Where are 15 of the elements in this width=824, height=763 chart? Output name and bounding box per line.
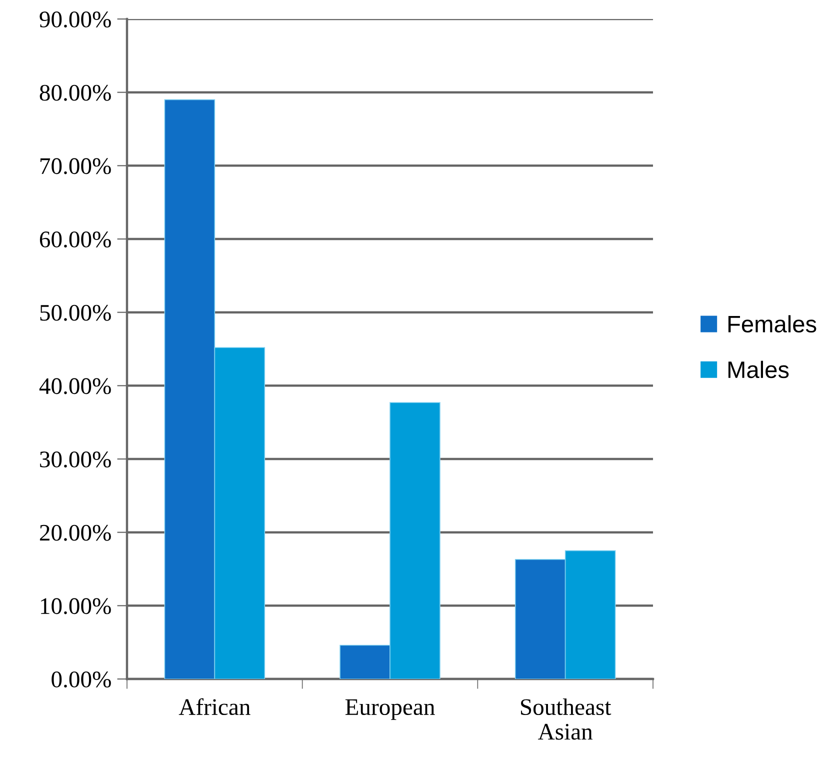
x-tick-label: European — [345, 699, 435, 720]
y-tick-label: 0.00% — [52, 671, 111, 688]
legend-label: Males — [728, 360, 789, 378]
legend-label: Females — [728, 315, 816, 333]
y-tick-label: 30.00% — [40, 451, 111, 468]
y-tick-label: 50.00% — [40, 304, 111, 321]
y-tick-label: 90.00% — [40, 11, 111, 28]
y-tick-label: 80.00% — [40, 84, 111, 101]
y-tick-label: 40.00% — [39, 378, 111, 394]
x-tick-label: Southeast Asian — [521, 698, 612, 740]
y-tick-label: 10.00% — [41, 598, 111, 614]
y-tick-label: 60.00% — [40, 231, 111, 248]
y-tick-label: 20.00% — [40, 524, 111, 541]
x-tick-label: African — [178, 698, 250, 716]
y-tick-label: 70.00% — [40, 158, 111, 174]
